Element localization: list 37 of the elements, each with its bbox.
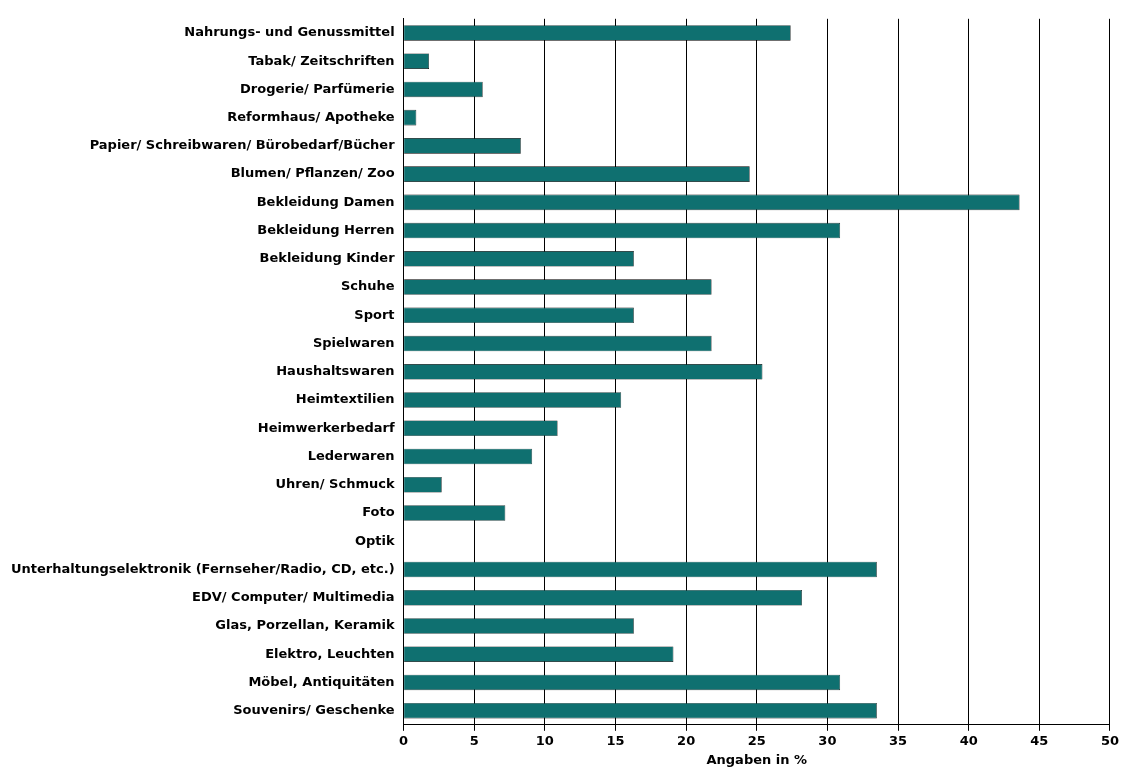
- y-tick-label: Heimwerkerbedarf: [257, 419, 395, 435]
- x-tick-label: 40: [959, 732, 978, 748]
- y-tick-label: Reformhaus/ Apotheke: [227, 109, 395, 125]
- y-tick-label: Souvenirs/ Geschenke: [233, 702, 395, 718]
- y-tick-label: Uhren/ Schmuck: [275, 476, 395, 492]
- x-tick-label: 50: [1100, 732, 1119, 748]
- x-tick-label: 0: [399, 732, 409, 748]
- y-tick-label: Nahrungs- und Genussmittel: [184, 24, 395, 40]
- y-tick-label: Bekleidung Damen: [256, 193, 395, 209]
- y-tick-label: Elektro, Leuchten: [265, 645, 395, 661]
- y-tick-label: Unterhaltungselektronik (Fernseher/Radio, CD, etc.): [10, 560, 395, 576]
- x-tick-label: 20: [677, 732, 696, 748]
- y-tick-label: Sport: [354, 306, 395, 322]
- y-tick-label: Tabak/ Zeitschriften: [248, 52, 395, 68]
- y-tick-label: Haushaltswaren: [276, 363, 395, 379]
- x-axis-title: Angaben in %: [706, 751, 808, 767]
- y-tick-label: Schuhe: [340, 278, 395, 294]
- x-tick-label: 30: [818, 732, 837, 748]
- y-tick-label: Foto: [362, 504, 395, 520]
- y-tick-label: Blumen/ Pflanzen/ Zoo: [230, 165, 395, 181]
- y-tick-label: Heimtextilien: [295, 391, 395, 407]
- y-tick-label: Bekleidung Kinder: [259, 250, 396, 266]
- y-tick-label: EDV/ Computer/ Multimedia: [192, 589, 395, 605]
- x-tick-label: 5: [469, 732, 479, 748]
- x-tick-label: 10: [535, 732, 554, 748]
- y-tick-label: Glas, Porzellan, Keramik: [215, 617, 395, 633]
- x-tick-label: 25: [747, 732, 766, 748]
- y-tick-label: Drogerie/ Parfümerie: [240, 80, 395, 96]
- y-tick-label: Möbel, Antiquitäten: [248, 673, 395, 689]
- y-tick-label: Papier/ Schreibwaren/ Bürobedarf/Bücher: [89, 137, 396, 153]
- y-tick-label: Spielwaren: [312, 334, 395, 350]
- y-tick-label: Lederwaren: [307, 447, 395, 463]
- x-tick-label: 35: [889, 732, 908, 748]
- x-tick-label: 15: [606, 732, 625, 748]
- x-tick-label: 45: [1030, 732, 1049, 748]
- y-tick-label: Optik: [354, 532, 395, 548]
- y-tick-label: Bekleidung Herren: [257, 221, 395, 237]
